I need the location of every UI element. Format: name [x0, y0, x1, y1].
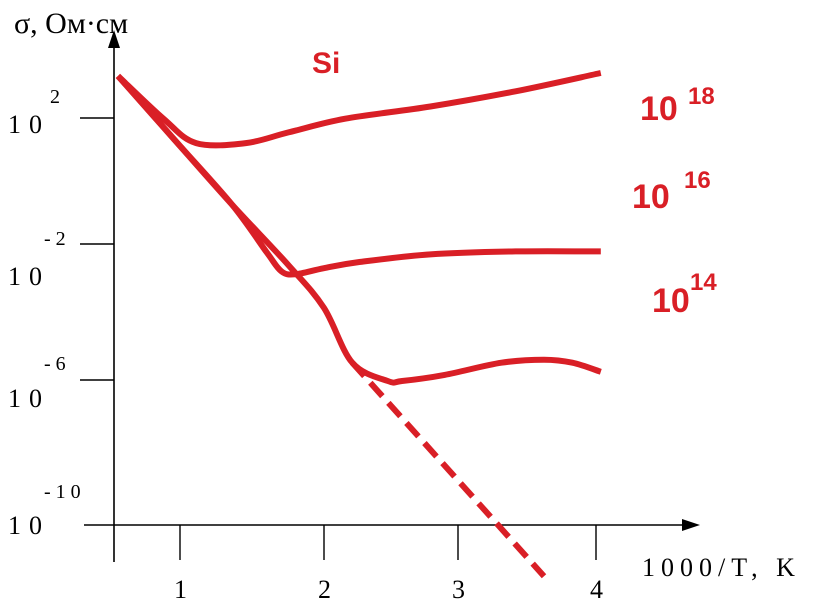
- series-label-base: 10: [632, 178, 670, 216]
- axes: [84, 30, 700, 562]
- x-axis-arrow: [682, 519, 700, 531]
- series-line-18: [115, 70, 602, 149]
- x-axis-title: 1000/T, K: [642, 553, 801, 582]
- y-tick-label-base: 10: [8, 110, 50, 139]
- series-label-exponent: 14: [690, 269, 717, 296]
- y-tick-label-exponent: 2: [50, 86, 65, 108]
- y-tick-label-base: 10: [8, 511, 50, 540]
- y-tick-label-exponent: -10: [44, 481, 86, 503]
- chart-title: Si: [312, 47, 340, 80]
- series-line-14: [115, 74, 602, 386]
- y-tick-label-exponent: -2: [44, 228, 71, 250]
- series-label-base: 10: [652, 282, 690, 320]
- x-tick-label: 2: [318, 575, 331, 604]
- x-tick-label: 4: [590, 575, 603, 604]
- series-line-16: [115, 74, 601, 278]
- series-line-intrinsic: [350, 360, 547, 579]
- series-label-base: 10: [640, 90, 678, 128]
- series-label-exponent: 16: [684, 167, 711, 194]
- series-label-exponent: 18: [688, 83, 715, 110]
- y-axis-title: σ, Ом·см: [14, 7, 128, 40]
- y-axis-title-text: σ, Ом·см: [14, 7, 128, 40]
- y-tick-label-exponent: -6: [44, 353, 71, 375]
- y-tick-label-base: 10: [8, 384, 50, 413]
- y-tick-label-base: 10: [8, 262, 50, 291]
- x-tick-label: 1: [174, 575, 187, 604]
- y-axis-arrow: [108, 30, 120, 48]
- x-tick-label: 3: [452, 575, 465, 604]
